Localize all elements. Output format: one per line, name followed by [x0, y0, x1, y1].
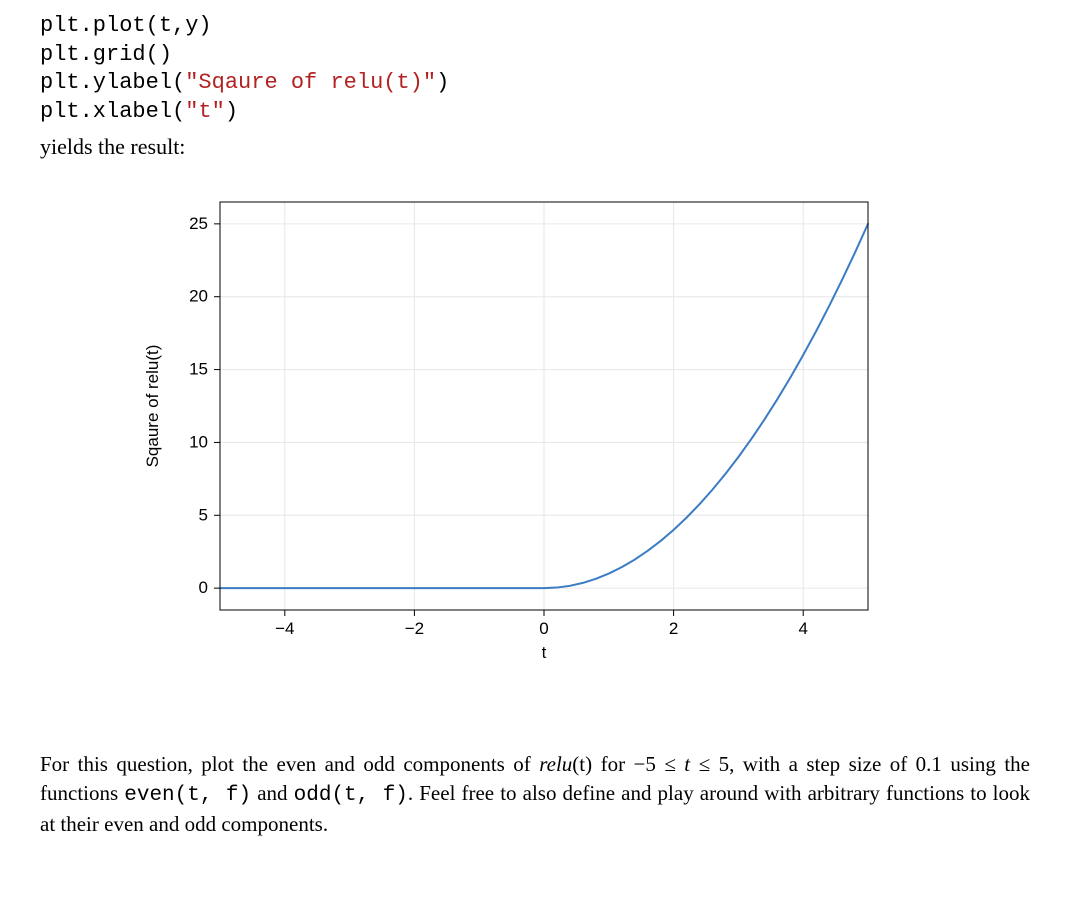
chart-svg: −4 −2 0 2 4 0 5 10 15 20 25 t Sqaure of relu(t)	[100, 190, 890, 680]
document-page: plt.plot(t,y) plt.grid() plt.ylabel("Sqa…	[0, 0, 1070, 917]
code-line-4b: )	[225, 99, 238, 124]
para-paren-t: (t)	[572, 752, 592, 776]
para-fn1: even(t, f)	[124, 784, 251, 807]
para-t4: and	[251, 781, 294, 805]
para-relu: relu	[539, 752, 572, 776]
y-tick-label: 0	[199, 579, 208, 598]
para-t1: For this question, plot the even and odd…	[40, 752, 539, 776]
y-axis-label: Sqaure of relu(t)	[143, 345, 162, 468]
y-tick-label: 10	[189, 433, 208, 452]
code-line-2: plt.grid()	[40, 42, 172, 67]
x-tick-label: 2	[669, 619, 678, 638]
para-fn2: odd(t, f)	[294, 784, 408, 807]
yields-text: yields the result:	[40, 134, 1030, 160]
x-tick-label: −4	[275, 619, 294, 638]
y-tick-label: 15	[189, 360, 208, 379]
y-tick-label: 5	[199, 506, 208, 525]
chart-figure: −4 −2 0 2 4 0 5 10 15 20 25 t Sqaure of relu(t)	[100, 190, 890, 680]
instruction-paragraph: For this question, plot the even and odd…	[40, 750, 1030, 838]
code-block: plt.plot(t,y) plt.grid() plt.ylabel("Sqa…	[40, 12, 1030, 126]
code-line-3a: plt.ylabel(	[40, 70, 185, 95]
x-tick-label: 0	[539, 619, 548, 638]
y-tick-label: 25	[189, 214, 208, 233]
y-tick-label: 20	[189, 287, 208, 306]
x-tick-label: −2	[405, 619, 424, 638]
x-axis-label: t	[542, 643, 547, 662]
code-line-4a: plt.xlabel(	[40, 99, 185, 124]
code-line-4-str: "t"	[185, 99, 225, 124]
para-t2: for −5 ≤	[592, 752, 684, 776]
x-tick-label: 4	[798, 619, 807, 638]
code-line-3b: )	[436, 70, 449, 95]
code-line-3-str: "Sqaure of relu(t)"	[185, 70, 436, 95]
code-line-1: plt.plot(t,y)	[40, 13, 212, 38]
